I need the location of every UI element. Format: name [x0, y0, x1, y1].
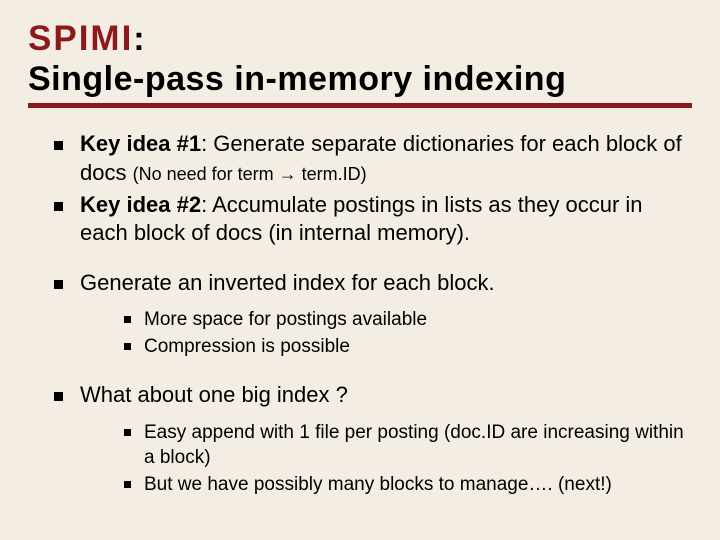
- list-item: Generate an inverted index for each bloc…: [50, 269, 686, 359]
- title-rule: [28, 103, 692, 108]
- sub-list-item: Easy append with 1 file per posting (doc…: [122, 420, 686, 470]
- title-line-1: SPIMI:: [28, 18, 692, 59]
- sub-list-item: But we have possibly many blocks to mana…: [122, 472, 686, 497]
- title-colon: :: [133, 20, 145, 58]
- title-line-2: Single-pass in-memory indexing: [28, 59, 692, 99]
- sub-list-item: Compression is possible: [122, 334, 686, 359]
- sub-list-item: More space for postings available: [122, 307, 686, 332]
- bullet-3-text: Generate an inverted index for each bloc…: [80, 270, 495, 295]
- sub-list: More space for postings available Compre…: [122, 307, 686, 359]
- key-idea-1-label: Key idea #1: [80, 131, 201, 156]
- list-item: What about one big index ? Easy append w…: [50, 381, 686, 496]
- title-block: SPIMI: Single-pass in-memory indexing: [28, 18, 692, 108]
- slide: SPIMI: Single-pass in-memory indexing Ke…: [0, 0, 720, 540]
- title-accent: SPIMI: [28, 19, 133, 58]
- list-item: Key idea #2: Accumulate postings in list…: [50, 191, 686, 247]
- spacer: [50, 251, 686, 269]
- list-item: Key idea #1: Generate separate dictionar…: [50, 130, 686, 186]
- key-idea-2-label: Key idea #2: [80, 192, 201, 217]
- bullet-4-text: What about one big index ?: [80, 382, 348, 407]
- bullet-list: Key idea #1: Generate separate dictionar…: [50, 130, 686, 496]
- sub-list: Easy append with 1 file per posting (doc…: [122, 420, 686, 497]
- spacer: [50, 363, 686, 381]
- key-idea-1-note: (No need for term → term.ID): [133, 164, 367, 184]
